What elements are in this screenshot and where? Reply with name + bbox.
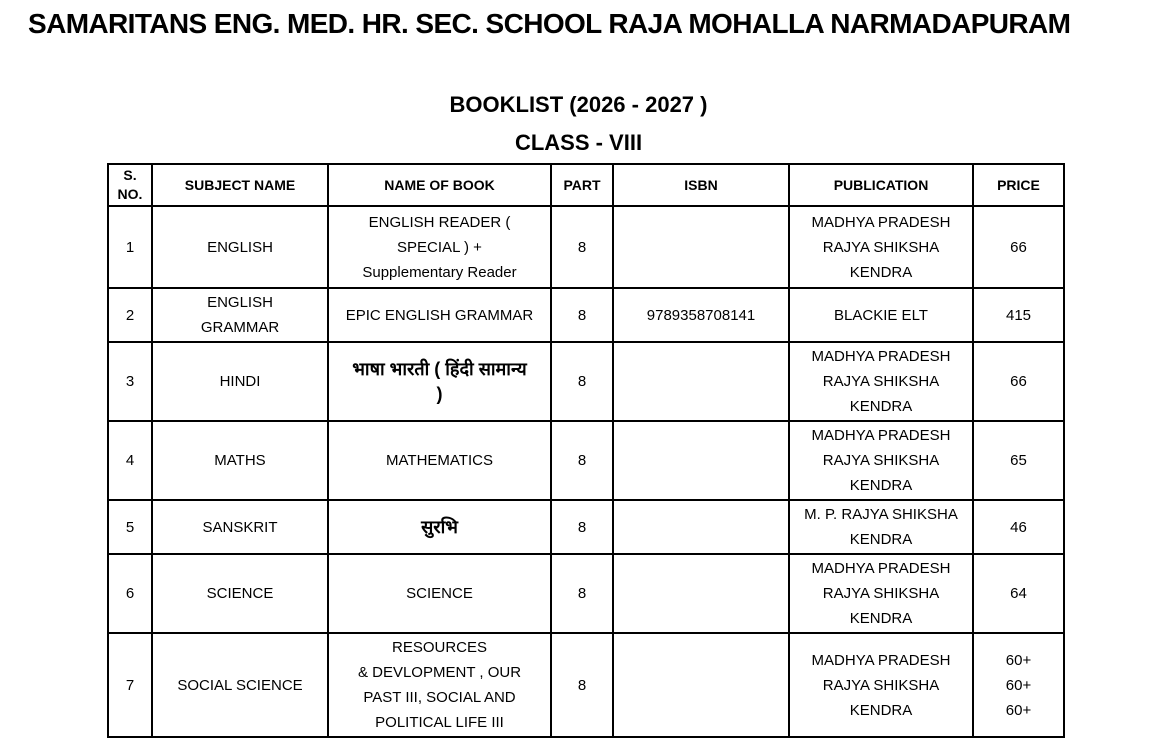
cell-price: 64 <box>972 553 1065 634</box>
cell-subject: SOCIAL SCIENCE <box>151 632 329 738</box>
cell-book: भाषा भारती ( हिंदी सामान्य ) <box>327 341 552 422</box>
header-row: S. NO. SUBJECT NAME NAME OF BOOK PART IS… <box>107 163 1065 207</box>
cell-price: 60+ 60+ 60+ <box>972 632 1065 738</box>
column-header-subject-name: SUBJECT NAME <box>151 163 329 207</box>
cell-isbn: 9789358708141 <box>612 287 790 343</box>
table-row: 2 ENGLISH GRAMMAR EPIC ENGLISH GRAMMAR 8… <box>107 287 1065 343</box>
cell-book: EPIC ENGLISH GRAMMAR <box>327 287 552 343</box>
cell-publication: MADHYA PRADESH RAJYA SHIKSHA KENDRA <box>788 632 974 738</box>
cell-publication: MADHYA PRADESH RAJYA SHIKSHA KENDRA <box>788 420 974 501</box>
cell-isbn <box>612 553 790 634</box>
cell-price: 46 <box>972 499 1065 555</box>
cell-part: 8 <box>550 420 614 501</box>
cell-part: 8 <box>550 632 614 738</box>
cell-book: ENGLISH READER ( SPECIAL ) + Supplementa… <box>327 205 552 289</box>
cell-sno: 2 <box>107 287 153 343</box>
column-header-isbn: ISBN <box>612 163 790 207</box>
cell-book: सुरभि <box>327 499 552 555</box>
cell-subject: SCIENCE <box>151 553 329 634</box>
column-header-part: PART <box>550 163 614 207</box>
booklist-table: S. NO. SUBJECT NAME NAME OF BOOK PART IS… <box>107 163 1065 738</box>
cell-isbn <box>612 205 790 289</box>
cell-publication: MADHYA PRADESH RAJYA SHIKSHA KENDRA <box>788 205 974 289</box>
class-title: CLASS - VIII <box>514 130 643 155</box>
column-header-price: PRICE <box>972 163 1065 207</box>
cell-sno: 7 <box>107 632 153 738</box>
school-title: SAMARITANS ENG. MED. HR. SEC. SCHOOL RAJ… <box>28 8 1071 39</box>
cell-price: 65 <box>972 420 1065 501</box>
column-header-name-of-book: NAME OF BOOK <box>327 163 552 207</box>
cell-sno: 1 <box>107 205 153 289</box>
cell-part: 8 <box>550 553 614 634</box>
cell-isbn <box>612 420 790 501</box>
cell-subject: MATHS <box>151 420 329 501</box>
cell-part: 8 <box>550 205 614 289</box>
cell-part: 8 <box>550 287 614 343</box>
booklist-title: BOOKLIST (2026 - 2027 ) <box>449 92 708 117</box>
cell-publication: MADHYA PRADESH RAJYA SHIKSHA KENDRA <box>788 341 974 422</box>
cell-part: 8 <box>550 341 614 422</box>
cell-subject: HINDI <box>151 341 329 422</box>
cell-price: 66 <box>972 205 1065 289</box>
cell-sno: 4 <box>107 420 153 501</box>
cell-sno: 6 <box>107 553 153 634</box>
cell-isbn <box>612 341 790 422</box>
cell-price: 415 <box>972 287 1065 343</box>
cell-subject: ENGLISH GRAMMAR <box>151 287 329 343</box>
cell-book: RESOURCES & DEVLOPMENT , OUR PAST III, S… <box>327 632 552 738</box>
column-header-publication: PUBLICATION <box>788 163 974 207</box>
column-header-sno: S. NO. <box>107 163 153 207</box>
table-row: 1 ENGLISH ENGLISH READER ( SPECIAL ) + S… <box>107 205 1065 289</box>
cell-isbn <box>612 632 790 738</box>
cell-publication: MADHYA PRADESH RAJYA SHIKSHA KENDRA <box>788 553 974 634</box>
cell-book: MATHEMATICS <box>327 420 552 501</box>
cell-part: 8 <box>550 499 614 555</box>
cell-sno: 5 <box>107 499 153 555</box>
cell-price: 66 <box>972 341 1065 422</box>
cell-book: SCIENCE <box>327 553 552 634</box>
cell-publication: M. P. RAJYA SHIKSHA KENDRA <box>788 499 974 555</box>
table-row: 5 SANSKRIT सुरभि 8 M. P. RAJYA SHIKSHA K… <box>107 499 1065 555</box>
cell-subject: SANSKRIT <box>151 499 329 555</box>
cell-publication: BLACKIE ELT <box>788 287 974 343</box>
cell-sno: 3 <box>107 341 153 422</box>
cell-isbn <box>612 499 790 555</box>
table-row: 7 SOCIAL SCIENCE RESOURCES & DEVLOPMENT … <box>107 632 1065 738</box>
cell-subject: ENGLISH <box>151 205 329 289</box>
table-row: 6 SCIENCE SCIENCE 8 MADHYA PRADESH RAJYA… <box>107 553 1065 634</box>
table-row: 3 HINDI भाषा भारती ( हिंदी सामान्य ) 8 M… <box>107 341 1065 422</box>
table-row: 4 MATHS MATHEMATICS 8 MADHYA PRADESH RAJ… <box>107 420 1065 501</box>
